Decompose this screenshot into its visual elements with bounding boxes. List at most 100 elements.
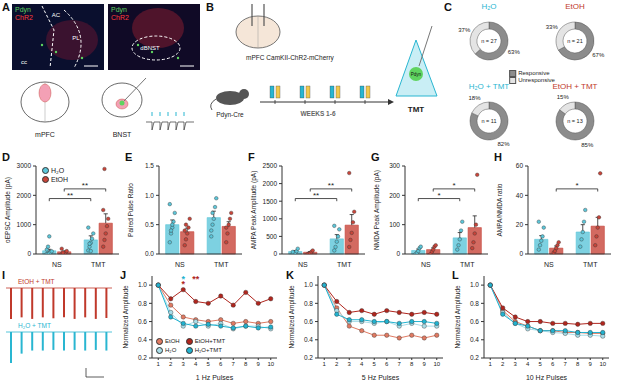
svg-text:TMT: TMT <box>214 261 229 268</box>
svg-text:TMT: TMT <box>91 261 106 268</box>
svg-text:TMT: TMT <box>408 105 425 114</box>
svg-text:0.6: 0.6 <box>304 318 313 325</box>
svg-text:2: 2 <box>501 361 505 367</box>
svg-text:1000: 1000 <box>263 215 278 222</box>
svg-text:**: ** <box>82 181 88 190</box>
svg-text:2: 2 <box>335 361 339 367</box>
svg-text:NS: NS <box>298 261 308 268</box>
svg-text:5: 5 <box>539 361 543 367</box>
svg-text:1 Hz Pulses: 1 Hz Pulses <box>196 374 234 380</box>
svg-text:1.0: 1.0 <box>138 281 147 288</box>
svg-text:0.2: 0.2 <box>304 354 313 361</box>
svg-text:5 Hz Pulses: 5 Hz Pulses <box>362 374 400 380</box>
svg-text:0.6: 0.6 <box>470 318 479 325</box>
svg-text:10: 10 <box>599 361 606 367</box>
svg-text:6: 6 <box>219 361 223 367</box>
svg-text:2: 2 <box>169 361 173 367</box>
svg-text:1.0: 1.0 <box>304 281 313 288</box>
svg-text:0: 0 <box>27 250 31 257</box>
svg-text:7: 7 <box>232 361 236 367</box>
svg-text:NS: NS <box>52 261 62 268</box>
svg-text:0.0: 0.0 <box>145 250 154 257</box>
svg-text:ChR2: ChR2 <box>15 14 33 21</box>
svg-text:TMT: TMT <box>460 261 475 268</box>
svg-text:15%: 15% <box>557 94 570 100</box>
svg-text:AMPA Peak Amplitude (pA): AMPA Peak Amplitude (pA) <box>250 171 258 250</box>
svg-text:9: 9 <box>257 361 261 367</box>
svg-text:Normalized Amplitude: Normalized Amplitude <box>122 285 130 349</box>
svg-text:2500: 2500 <box>263 162 278 169</box>
svg-text:300: 300 <box>389 162 400 169</box>
svg-text:0: 0 <box>396 250 400 257</box>
svg-text:PL: PL <box>72 35 80 41</box>
svg-text:1000: 1000 <box>17 221 32 228</box>
svg-text:Normalized Amplitude: Normalized Amplitude <box>288 285 296 349</box>
svg-text:3: 3 <box>182 361 186 367</box>
svg-text:9: 9 <box>589 361 593 367</box>
svg-text:*: * <box>452 181 455 190</box>
svg-text:**: ** <box>192 274 200 284</box>
svg-text:NMDA Peak Amplitude (pA): NMDA Peak Amplitude (pA) <box>373 170 381 250</box>
svg-text:WEEKS 1-6: WEEKS 1-6 <box>300 110 335 117</box>
svg-text:1.0: 1.0 <box>145 192 154 199</box>
svg-text:5: 5 <box>373 361 377 367</box>
svg-text:82%: 82% <box>497 141 510 147</box>
svg-text:67%: 67% <box>592 52 605 58</box>
svg-text:0.2: 0.2 <box>138 354 147 361</box>
svg-text:**: ** <box>313 191 319 200</box>
svg-text:9: 9 <box>423 361 427 367</box>
svg-text:Paired Pulse Ratio: Paired Pulse Ratio <box>127 183 134 237</box>
svg-text:3: 3 <box>514 361 518 367</box>
svg-text:1.0: 1.0 <box>470 281 479 288</box>
svg-text:10: 10 <box>433 361 440 367</box>
svg-text:85%: 85% <box>581 142 594 148</box>
svg-text:37%: 37% <box>458 27 471 33</box>
svg-text:*: * <box>437 191 440 200</box>
svg-text:60: 60 <box>516 162 524 169</box>
svg-text:NS: NS <box>544 261 554 268</box>
svg-text:7: 7 <box>564 361 568 367</box>
svg-text:5: 5 <box>207 361 211 367</box>
svg-text:0.8: 0.8 <box>304 300 313 307</box>
svg-text:TMT: TMT <box>583 261 598 268</box>
svg-text:dBNST: dBNST <box>140 45 160 51</box>
svg-text:NS: NS <box>175 261 185 268</box>
svg-text:500: 500 <box>266 233 277 240</box>
svg-text:0.4: 0.4 <box>304 336 313 343</box>
svg-text:0.8: 0.8 <box>138 300 147 307</box>
svg-text:AMPA/NMDA ratio: AMPA/NMDA ratio <box>496 183 503 236</box>
svg-text:0: 0 <box>519 250 523 257</box>
svg-text:100: 100 <box>389 221 400 228</box>
svg-text:8: 8 <box>576 361 580 367</box>
svg-text:AC: AC <box>52 12 61 18</box>
svg-text:6: 6 <box>385 361 389 367</box>
svg-text:2000: 2000 <box>263 180 278 187</box>
svg-text:Pdyn: Pdyn <box>111 6 127 14</box>
svg-text:**: ** <box>328 181 334 190</box>
svg-text:7: 7 <box>398 361 402 367</box>
svg-text:4: 4 <box>194 361 198 367</box>
svg-text:0.6: 0.6 <box>138 318 147 325</box>
svg-text:ChR2: ChR2 <box>111 14 129 21</box>
svg-text:mPFC: mPFC <box>35 131 55 138</box>
svg-text:BNST: BNST <box>113 131 132 138</box>
svg-text:cc: cc <box>21 59 27 65</box>
svg-text:Pdyn: Pdyn <box>15 6 31 14</box>
svg-text:oEPSC Amplitude (pA): oEPSC Amplitude (pA) <box>4 177 12 243</box>
svg-text:TMT: TMT <box>337 261 352 268</box>
svg-text:18%: 18% <box>469 95 482 101</box>
svg-text:0.4: 0.4 <box>138 336 147 343</box>
svg-text:Normalized Amplitude: Normalized Amplitude <box>454 285 462 349</box>
svg-text:3: 3 <box>348 361 352 367</box>
svg-text:4: 4 <box>526 361 530 367</box>
svg-text:40: 40 <box>516 192 524 199</box>
svg-text:0: 0 <box>273 250 277 257</box>
svg-text:*: * <box>575 181 578 190</box>
svg-text:10 Hz Pulses: 10 Hz Pulses <box>526 374 568 380</box>
svg-text:*: * <box>181 279 185 289</box>
svg-text:0.2: 0.2 <box>470 354 479 361</box>
svg-text:20: 20 <box>516 221 524 228</box>
svg-text:Pdyn: Pdyn <box>411 72 422 77</box>
svg-text:200: 200 <box>389 192 400 199</box>
svg-text:8: 8 <box>410 361 414 367</box>
